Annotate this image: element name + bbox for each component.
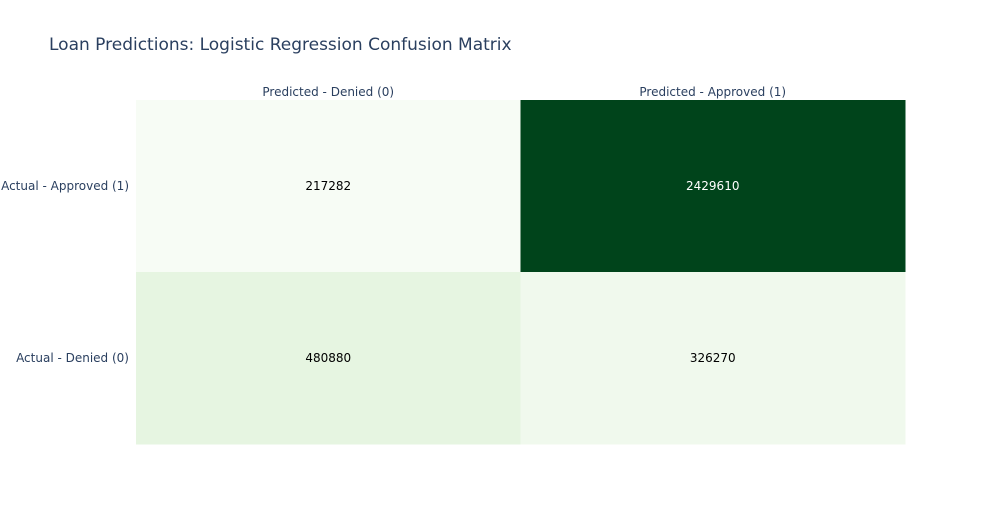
cell-value-label: 480880 xyxy=(305,351,351,365)
x-axis-tick-labels: Predicted - Denied (0) Predicted - Approv… xyxy=(262,85,786,99)
y-axis-tick-labels: Actual - Approved (1) Actual - Denied (0) xyxy=(1,179,129,365)
x-axis-tick-label: Predicted - Approved (1) xyxy=(639,85,786,99)
chart-title: Loan Predictions: Logistic Regression Co… xyxy=(49,35,512,55)
y-axis-tick-label: Actual - Denied (0) xyxy=(16,351,129,365)
heatmap-cell xyxy=(136,100,521,273)
cell-value-labels: 217282 2429610 480880 326270 xyxy=(305,179,739,365)
cell-value-label: 217282 xyxy=(305,179,351,193)
x-axis-tick-label: Predicted - Denied (0) xyxy=(262,85,394,99)
cell-value-label: 326270 xyxy=(690,351,736,365)
heatmap-cells xyxy=(136,100,906,445)
y-axis-tick-label: Actual - Approved (1) xyxy=(1,179,129,193)
heatmap-cell xyxy=(520,272,906,445)
cell-value-label: 2429610 xyxy=(686,179,739,193)
heatmap-cell xyxy=(520,100,906,273)
heatmap-cell xyxy=(136,272,521,445)
